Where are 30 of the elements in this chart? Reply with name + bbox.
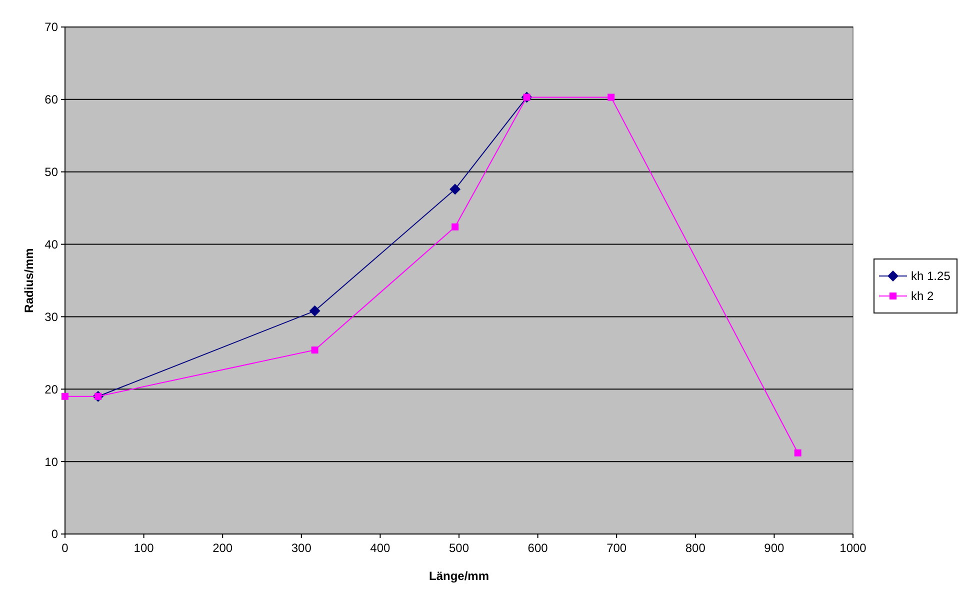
legend-label: kh 1.25 bbox=[911, 269, 951, 284]
x-tick-label: 0 bbox=[62, 541, 69, 555]
x-tick-label: 100 bbox=[134, 541, 154, 555]
y-axis-title: Radius/mm bbox=[22, 248, 36, 313]
y-tick-label: 40 bbox=[44, 237, 58, 252]
x-tick-label: 500 bbox=[448, 541, 470, 555]
y-tick-label: 50 bbox=[44, 165, 58, 180]
x-tick-label: 200 bbox=[212, 541, 233, 555]
x-tick-label: 400 bbox=[370, 541, 391, 555]
y-tick-label: 0 bbox=[51, 527, 58, 542]
x-tick-label: 1000 bbox=[840, 541, 867, 555]
point bbox=[311, 346, 318, 354]
x-axis-title: Länge/mm bbox=[428, 569, 490, 583]
point bbox=[450, 184, 461, 195]
x-tick-label: 600 bbox=[528, 541, 548, 555]
point bbox=[794, 449, 802, 456]
x-tick-label: 700 bbox=[606, 541, 627, 555]
x-tick-label: 300 bbox=[291, 541, 312, 555]
point bbox=[62, 392, 68, 400]
y-tick-label: 10 bbox=[44, 454, 58, 469]
y-tick-label: 30 bbox=[44, 310, 58, 324]
point bbox=[309, 305, 320, 316]
y-tick-label: 60 bbox=[44, 92, 58, 107]
y-tick-label: 20 bbox=[44, 382, 58, 396]
legend-label: kh 2 bbox=[911, 289, 934, 304]
point bbox=[608, 94, 615, 101]
x-tick-label: 900 bbox=[764, 541, 785, 555]
y-tick-label: 70 bbox=[44, 20, 58, 34]
x-tick-label: 800 bbox=[685, 541, 706, 555]
point bbox=[452, 223, 459, 230]
